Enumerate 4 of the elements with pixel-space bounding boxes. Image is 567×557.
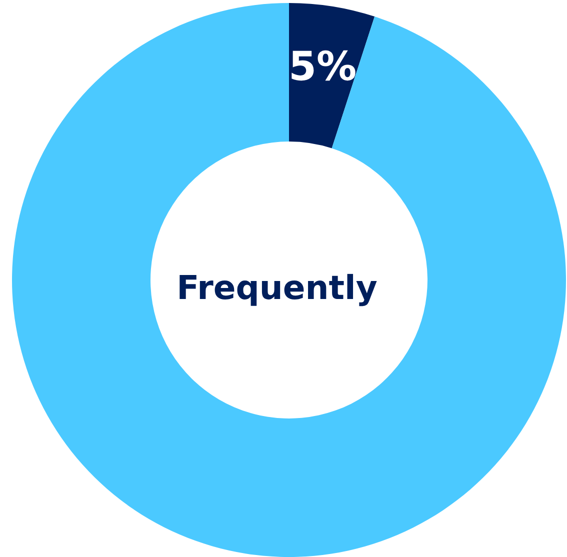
donut-slice xyxy=(12,3,566,557)
data-label: 5% xyxy=(288,44,357,90)
donut-slice xyxy=(289,3,375,148)
text: Frequently xyxy=(176,268,378,307)
